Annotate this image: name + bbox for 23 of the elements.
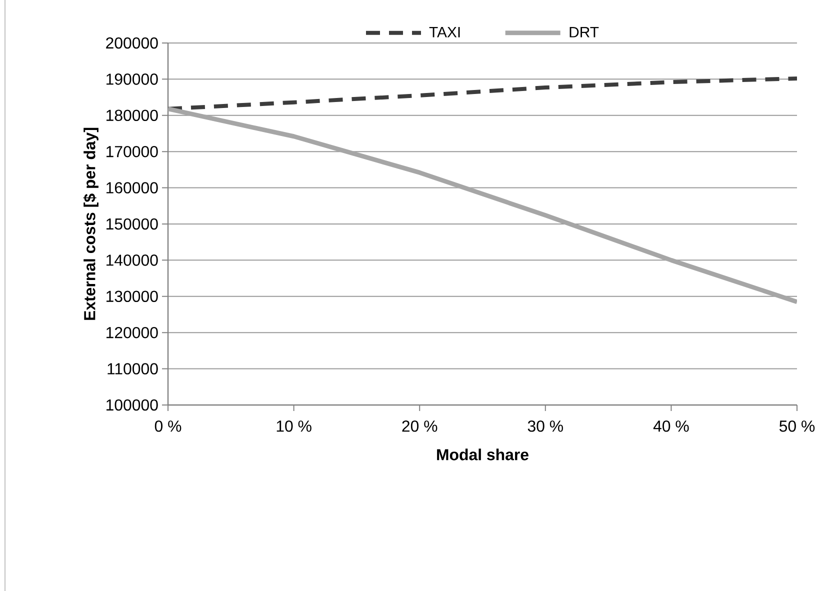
x-tick-label: 50 % bbox=[779, 420, 815, 432]
y-tick-label: 120000 bbox=[106, 326, 158, 338]
legend-label: TAXI bbox=[429, 27, 460, 38]
y-tick-label: 100000 bbox=[106, 399, 158, 411]
y-tick-label: 140000 bbox=[106, 254, 158, 266]
line-series bbox=[168, 76, 798, 111]
x-tick-label: 0 % bbox=[154, 420, 182, 432]
y-tick-label: 130000 bbox=[106, 290, 158, 302]
y-tick-label: 170000 bbox=[106, 146, 158, 158]
x-tick-label: 40 % bbox=[653, 420, 689, 432]
x-tick-label: 30 % bbox=[528, 420, 563, 432]
legend-label: DRT bbox=[570, 27, 599, 38]
y-axis-title: External costs [$ per day] bbox=[83, 128, 98, 320]
y-tick-label: 150000 bbox=[106, 218, 158, 230]
x-tick-label: 10 % bbox=[276, 420, 312, 432]
y-tick-label: 180000 bbox=[106, 110, 158, 122]
x-tick-label: 20 % bbox=[402, 420, 438, 432]
y-tick-label: 110000 bbox=[108, 363, 158, 374]
x-axis-title: Modal share bbox=[437, 448, 528, 460]
y-tick-label: 190000 bbox=[106, 74, 158, 85]
y-tick-label: 160000 bbox=[106, 182, 158, 194]
line-series bbox=[168, 106, 798, 304]
y-tick-label: 200000 bbox=[106, 37, 158, 49]
